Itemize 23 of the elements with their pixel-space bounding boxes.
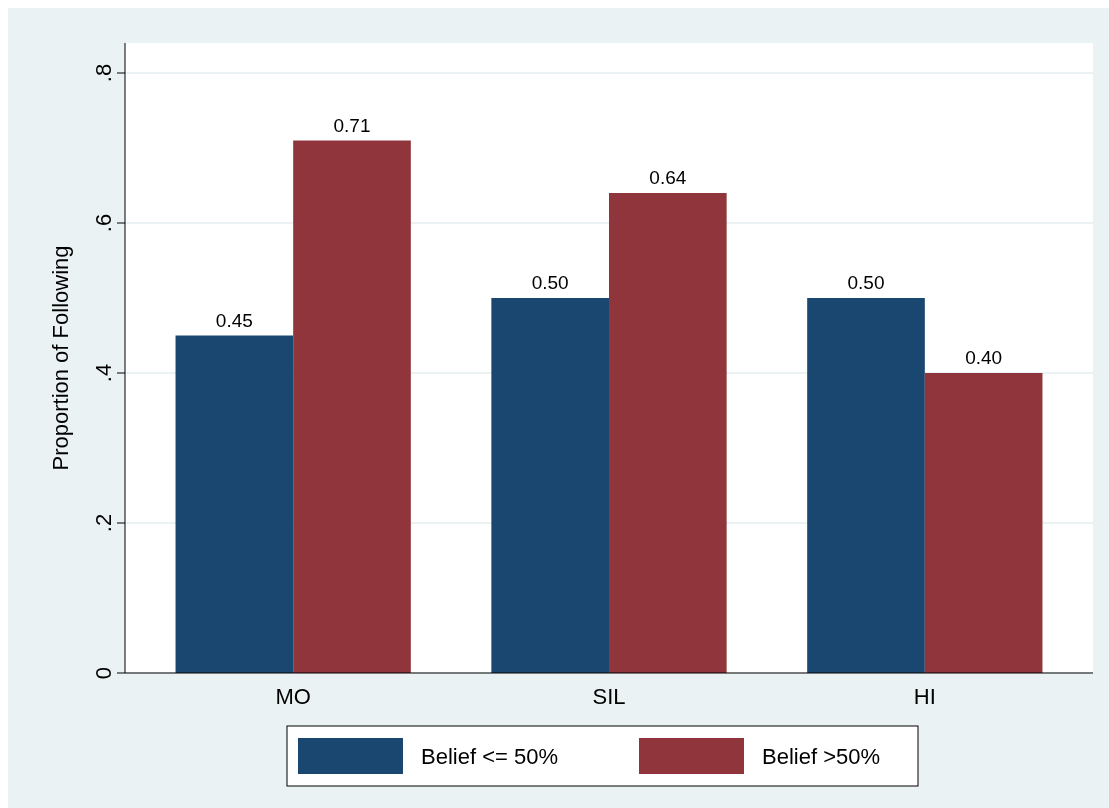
bar [924,373,1043,673]
data-label: 0.40 [965,347,1003,368]
legend-label: Belief >50% [762,744,881,769]
bar [175,335,294,673]
y-tick-label: .4 [91,363,116,383]
y-tick-label: 0 [91,666,116,680]
data-label: 0.45 [215,309,253,331]
y-tick-label: .2 [91,513,116,533]
bar [609,193,727,673]
x-tick-label: MO [275,684,311,709]
legend-label: Belief <= 50% [421,744,558,769]
y-tick-label: .6 [91,213,116,233]
y-tick-label: .8 [91,63,116,83]
bar [491,298,609,673]
x-tick-label: HI [913,684,936,709]
bar [807,298,925,673]
data-label: 0.71 [333,114,371,136]
bar [293,140,411,673]
data-label: 0.64 [649,167,687,188]
x-tick-label: SIL [592,684,626,709]
data-label: 0.50 [531,272,569,293]
data-label: 0.50 [847,272,885,293]
y-axis-title: Proportion of Following [48,245,73,471]
